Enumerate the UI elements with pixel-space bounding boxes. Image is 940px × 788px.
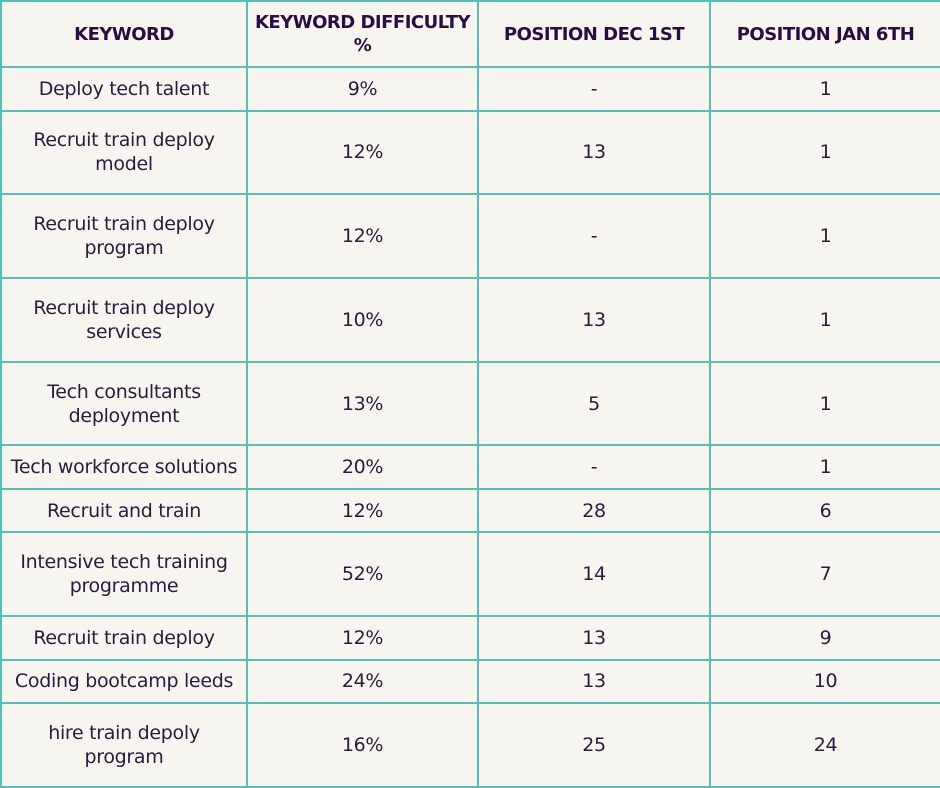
value-cell: 1 (709, 109, 940, 196)
value-cell: 1 (709, 276, 940, 363)
value-cell: 52% (246, 531, 479, 618)
table-row: hire train depoly program 16% 25 24 (0, 702, 940, 788)
value-cell: 28 (477, 487, 711, 534)
table-row: Recruit train deploy model 12% 13 1 (0, 109, 940, 196)
table-row: Intensive tech training programme 52% 14 7 (0, 531, 940, 618)
value-cell: 1 (709, 66, 940, 112)
keyword-cell: Intensive tech training programme (0, 531, 248, 618)
value-cell: 24% (246, 658, 479, 705)
value-cell: 20% (246, 444, 479, 490)
value-cell: 1 (709, 193, 940, 279)
value-cell: 13 (477, 658, 711, 705)
value-cell: - (477, 193, 711, 279)
keyword-cell: Deploy tech talent (0, 66, 248, 112)
value-cell: - (477, 444, 711, 490)
table-row: Tech workforce solutions 20% -1 (0, 444, 940, 490)
value-cell: 10 (709, 658, 940, 705)
keyword-cell: hire train depoly program (0, 702, 248, 788)
header-cell: KEYWORD DIFFICULTY % (246, 0, 479, 68)
value-cell: 9 (709, 615, 940, 661)
value-cell: 6 (709, 487, 940, 534)
table-row: Coding bootcamp leeds 24% 13 10 (0, 658, 940, 705)
table-row: Recruit train deploy program 12% -1 (0, 193, 940, 279)
keyword-cell: Recruit train deploy program (0, 193, 248, 279)
value-cell: 12% (246, 487, 479, 534)
header-row: KEYWORD KEYWORD DIFFICULTY % POSITION DEC … (0, 0, 940, 68)
value-cell: 24 (709, 702, 940, 788)
value-cell: 13 (477, 276, 711, 363)
value-cell: 12% (246, 193, 479, 279)
keyword-cell: Tech consultants deployment (0, 360, 248, 447)
table-row: Recruit train deploy services 10% 13 1 (0, 276, 940, 363)
table-row: Recruit and train 12% 28 6 (0, 487, 940, 534)
header-cell: POSITION JAN 6TH (709, 0, 940, 68)
table-row: Recruit train deploy 12% 13 9 (0, 615, 940, 661)
keyword-cell: Tech workforce solutions (0, 444, 248, 490)
value-cell: 12% (246, 109, 479, 196)
value-cell: 5 (477, 360, 711, 447)
keyword-cell: Recruit and train (0, 487, 248, 534)
keyword-cell: Coding bootcamp leeds (0, 658, 248, 705)
value-cell: 1 (709, 360, 940, 447)
value-cell: 9% (246, 66, 479, 112)
keyword-cell: Recruit train deploy services (0, 276, 248, 363)
value-cell: 13 (477, 615, 711, 661)
value-cell: 13% (246, 360, 479, 447)
header-cell: POSITION DEC 1ST (477, 0, 711, 68)
table-row: Tech consultants deployment 13% 5 1 (0, 360, 940, 447)
value-cell: - (477, 66, 711, 112)
header-cell: KEYWORD (0, 0, 248, 68)
value-cell: 25 (477, 702, 711, 788)
keyword-cell: Recruit train deploy model (0, 109, 248, 196)
value-cell: 13 (477, 109, 711, 196)
value-cell: 7 (709, 531, 940, 618)
value-cell: 16% (246, 702, 479, 788)
table-row: Deploy tech talent 9% -1 (0, 66, 940, 112)
value-cell: 14 (477, 531, 711, 618)
value-cell: 10% (246, 276, 479, 363)
keyword-cell: Recruit train deploy (0, 615, 248, 661)
table-body: Deploy tech talent 9% -1 Recruit train depl… (0, 66, 940, 788)
value-cell: 1 (709, 444, 940, 490)
value-cell: 12% (246, 615, 479, 661)
